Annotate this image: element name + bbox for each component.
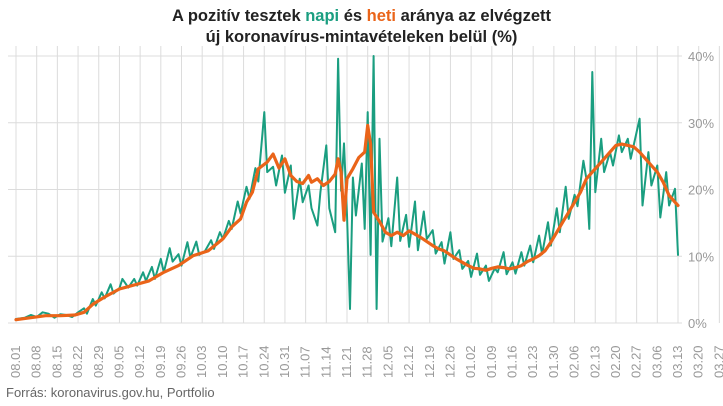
- x-axis: 08.01 08.08 08.15 08.22 08.29 09.05 09.12 09.19…: [8, 345, 723, 378]
- x-tick-label: 02.20: [608, 345, 623, 378]
- x-tick-label: 08.08: [29, 345, 44, 378]
- x-tick-label: 03.13: [670, 345, 685, 378]
- y-tick-label: 10%: [688, 249, 714, 264]
- x-tick-label: 12.12: [401, 345, 416, 378]
- series-line-heti: [14, 123, 680, 322]
- y-tick-label: 20%: [688, 183, 714, 198]
- x-tick-label: 10.24: [256, 345, 271, 378]
- chart-title: A pozitív tesztek napi és heti aránya az…: [0, 6, 723, 48]
- x-tick-label: 03.06: [649, 345, 664, 378]
- source-note: Forrás: koronavirus.gov.hu, Portfolio: [6, 385, 215, 400]
- x-tick-label: 09.26: [174, 345, 189, 378]
- x-tick-label: 11.07: [298, 346, 313, 378]
- x-tick-label: 03.20: [691, 345, 706, 378]
- x-tick-label: 02.06: [567, 345, 582, 378]
- series-layer: [14, 55, 680, 322]
- x-tick-label: 10.10: [215, 345, 230, 378]
- x-tick-label: 01.09: [484, 345, 499, 378]
- x-tick-label: 02.13: [587, 345, 602, 378]
- x-tick-label: 08.01: [8, 345, 23, 378]
- title-part-2: és: [339, 7, 367, 25]
- x-tick-label: 12.05: [380, 345, 395, 378]
- x-tick-label: 10.31: [277, 345, 292, 378]
- x-tick-label: 10.03: [194, 345, 209, 378]
- x-tick-label: 02.27: [629, 345, 644, 378]
- y-tick-label: 30%: [688, 116, 714, 131]
- x-tick-label: 08.22: [70, 345, 85, 378]
- x-tick-label: 09.05: [111, 345, 126, 378]
- x-tick-label: 12.19: [422, 345, 437, 378]
- title-napi: napi: [305, 7, 340, 25]
- y-tick-label: 40%: [688, 49, 714, 64]
- x-tick-label: 08.29: [91, 345, 106, 378]
- x-tick-label: 11.14: [318, 346, 333, 378]
- x-tick-label: 01.30: [546, 345, 561, 378]
- x-tick-label: 01.02: [463, 345, 478, 378]
- x-tick-label: 03.27: [711, 345, 723, 378]
- x-tick-label: 12.26: [442, 345, 457, 378]
- x-tick-label: 10.17: [236, 345, 251, 378]
- x-tick-label: 11.21: [339, 346, 354, 378]
- x-tick-label: 08.15: [49, 345, 64, 378]
- y-axis: 0% 10% 20% 30% 40%: [688, 49, 714, 331]
- x-tick-label: 01.16: [505, 345, 520, 378]
- x-tick-label: 11.28: [360, 346, 375, 378]
- x-tick-label: 01.23: [525, 345, 540, 378]
- y-tick-label: 0%: [688, 316, 707, 331]
- title-part-1: A pozitív tesztek: [171, 7, 306, 25]
- x-tick-label: 09.12: [132, 345, 147, 378]
- title-line-2: új koronavírus-mintavételeken belül (%): [205, 28, 518, 46]
- title-part-3: aránya az elvégzett: [396, 7, 552, 25]
- title-heti: heti: [366, 7, 397, 25]
- x-tick-label: 09.19: [153, 345, 168, 378]
